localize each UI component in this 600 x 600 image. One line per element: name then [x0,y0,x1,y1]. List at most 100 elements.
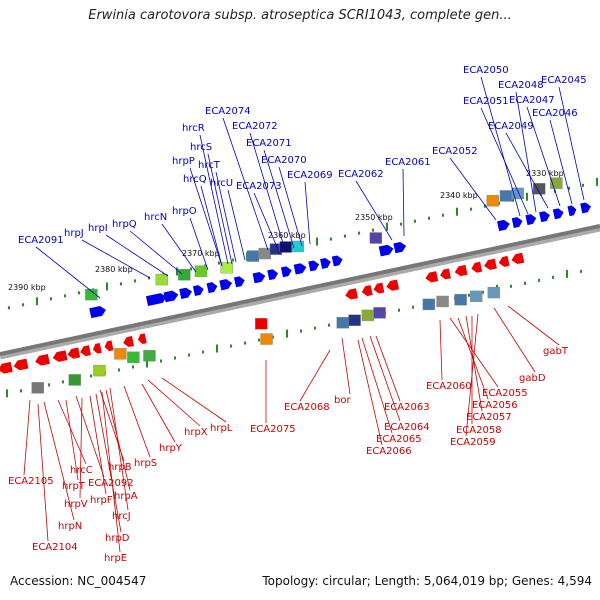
ruler-tick [398,308,400,312]
ruler-tick [106,282,108,291]
ruler-tick [90,374,92,378]
forward-leader-line [402,168,405,237]
expression-box [369,232,383,244]
reverse-leader-line [37,403,49,542]
ruler-tick [232,258,234,262]
reverse-leader-line [161,377,227,423]
reverse-gene-label: bor [334,395,351,406]
forward-gene-label: hrcR [182,123,205,134]
expression-box [255,318,268,330]
forward-gene-label: ECA2074 [205,106,251,117]
forward-gene-arrow [308,260,320,272]
forward-gene-label: ECA2062 [338,169,384,180]
forward-gene-label: ECA2091 [18,235,64,246]
forward-gene-label: ECA2070 [261,155,307,166]
reverse-gene-arrow [104,340,114,352]
forward-gene-label: ECA2071 [246,138,292,149]
ruler-tick [328,323,330,327]
ruler-tick [468,293,470,297]
expression-box [422,298,436,311]
reverse-gene-label: hrpE [104,553,127,564]
forward-gene-label: hrcN [144,212,167,223]
forward-gene-arrow [252,272,266,284]
forward-leader-line [263,149,295,249]
forward-gene-label: hrcS [190,142,212,153]
reverse-gene-label: ECA2092 [88,478,134,489]
reverse-gene-arrow [67,347,81,359]
reverse-gene-arrow [361,285,373,297]
forward-leader-line [161,223,197,273]
expression-box [246,250,260,262]
ruler-tick [582,183,584,187]
reverse-gene-label: hrpB [108,462,132,473]
reverse-gene-label: hrpN [58,521,82,532]
forward-leader-line [189,167,223,267]
forward-gene-arrow [280,266,292,278]
expression-box [143,350,156,362]
forward-gene-arrow [378,244,394,257]
reverse-gene-arrow [386,279,400,291]
forward-gene-arrow [233,276,245,288]
reverse-leader-line [75,395,105,478]
reverse-gene-arrow [471,261,483,273]
expression-box [373,307,386,319]
forward-gene-label: ECA2061 [385,157,431,168]
reverse-gene-label: ECA2065 [376,434,422,445]
ruler-tick [330,237,332,241]
reverse-gene-label: ECA2075 [250,424,296,435]
forward-gene-label: ECA2052 [432,146,478,157]
forward-gene-arrow [511,217,523,229]
expression-box [499,190,513,202]
forward-gene-label: ECA2047 [509,95,555,106]
forward-gene-arrow [580,202,592,214]
ruler-tick [188,353,190,357]
reverse-gene-label: hrpF [90,495,113,506]
forward-gene-arrow [497,219,510,232]
forward-gene-label: ECA2050 [463,65,509,76]
ruler-tick [498,201,500,205]
reverse-gene-arrow [13,358,29,371]
ruler-label: 2350 kbp [355,213,393,222]
reverse-gene-arrow [498,255,510,267]
forward-gene-label: hrpQ [112,219,137,230]
reverse-gene-label: hrcC [70,465,93,476]
expression-box [470,290,483,303]
ruler-tick [6,389,8,398]
forward-gene-arrow [567,205,577,217]
ruler-tick [230,344,232,348]
forward-leader-line [129,230,183,275]
reverse-leader-line [147,379,201,427]
forward-gene-arrow [293,263,307,275]
forward-leader-line [200,185,223,267]
reverse-gene-arrow [137,333,147,345]
reverse-gene-label: hrpD [105,533,130,544]
ruler-tick [596,177,598,186]
reverse-leader-line [23,399,31,476]
forward-gene-label: ECA2049 [488,121,534,132]
expression-box [31,382,44,394]
reverse-gene-arrow [425,271,439,283]
reverse-leader-line [65,399,79,481]
forward-gene-label: hrcQ [183,174,207,185]
forward-gene-arrow [219,279,233,291]
reverse-gene-label: ECA2105 [8,476,54,487]
reverse-gene-label: gabT [543,346,569,357]
reverse-gene-arrow [80,345,92,357]
ruler-tick [202,350,204,354]
forward-leader-line [480,76,521,217]
forward-gene-label: hrpI [88,223,108,234]
expression-box [68,374,82,386]
forward-leader-line [480,107,529,215]
expression-box [486,195,499,207]
reverse-leader-line [101,391,121,553]
reverse-gene-arrow [345,288,358,300]
ruler-label: 2360 kbp [268,231,306,240]
ruler-tick [580,269,582,273]
ruler-tick [8,306,10,310]
forward-leader-line [215,171,237,263]
forward-leader-line [278,166,303,247]
forward-gene-arrow [552,208,564,220]
forward-gene-arrow [206,282,218,294]
ruler-tick [510,284,512,288]
